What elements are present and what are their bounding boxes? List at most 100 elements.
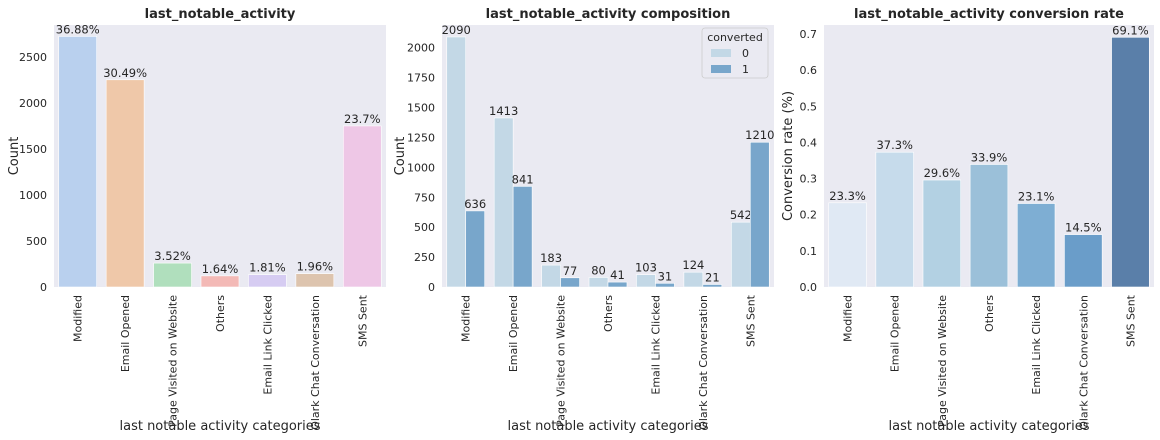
y-tick-label: 0.0 <box>800 281 818 294</box>
chart-panel-2: last_notable_activity composition 0 250 500… <box>393 7 774 434</box>
y-tick-label: 0.4 <box>800 136 818 149</box>
bar-page-visited-on-website <box>153 262 192 288</box>
bar-email-opened <box>875 151 914 288</box>
data-label: 37.3% <box>876 138 913 152</box>
y-axis-label: Count <box>7 137 22 176</box>
y-tick-label: 0.5 <box>800 100 818 113</box>
x-axis-label: last notable activity categories <box>507 419 708 434</box>
bar-modified-converted-0 <box>446 36 467 288</box>
y-axis-label: Conversion rate (%) <box>781 91 796 221</box>
chart-title: last_notable_activity conversion rate <box>854 7 1124 22</box>
x-tick-label-olark-chat-conversation: Olark Chat Conversation <box>309 295 322 430</box>
data-label: 21 <box>705 270 720 284</box>
bar-sms-sent-converted-0 <box>731 221 751 288</box>
y-tick-label: 2000 <box>407 42 435 55</box>
data-label: 41 <box>610 268 625 282</box>
data-label: 14.5% <box>1065 221 1102 235</box>
bar-others <box>969 164 1009 288</box>
y-tick-label: 0 <box>40 281 47 294</box>
bar-email-link-clicked <box>248 274 287 288</box>
bar-email-link-clicked-converted-1 <box>655 282 675 288</box>
x-tick-label-page-visited-on-website: Page Visited on Website <box>167 295 180 427</box>
data-label: 1.96% <box>297 260 334 274</box>
data-label: 23.3% <box>829 189 866 203</box>
x-tick-label-sms-sent: SMS Sent <box>1124 294 1137 347</box>
data-label: 23.7% <box>344 112 381 126</box>
data-label: 36.88% <box>56 22 100 36</box>
data-label: 1210 <box>745 128 774 142</box>
x-tick-label-modified: Modified <box>842 295 855 342</box>
bar-modified-converted-1 <box>465 210 485 288</box>
data-label: 30.49% <box>103 66 147 80</box>
bar-sms-sent <box>343 125 382 288</box>
chart-panel-3: last_notable_activity conversion rate 0.0… <box>781 7 1154 434</box>
legend-label-0: 0 <box>742 47 749 60</box>
x-tick-label-others: Others <box>602 295 615 332</box>
bar-page-visited-on-website-converted-0 <box>541 264 561 288</box>
bar-email-opened-converted-0 <box>493 117 514 288</box>
data-label: 183 <box>540 251 562 265</box>
chart-title: last_notable_activity <box>145 7 296 22</box>
x-tick-label-sms-sent: SMS Sent <box>356 294 369 347</box>
x-tick-label-email-link-clicked: Email Link Clicked <box>1030 295 1043 395</box>
data-label: 841 <box>512 172 534 186</box>
legend-swatch-0 <box>711 49 731 57</box>
data-label: 33.9% <box>971 150 1008 164</box>
chart-title: last_notable_activity composition <box>486 7 731 22</box>
data-label: 80 <box>591 263 606 277</box>
data-label: 2090 <box>442 23 471 37</box>
y-tick-label: 0.7 <box>800 28 818 41</box>
x-axis-label: last notable activity categories <box>119 419 320 434</box>
bar-olark-chat-conversation <box>1064 234 1103 288</box>
plot-area <box>54 25 386 287</box>
y-tick-label: 1500 <box>19 143 47 156</box>
bar-modified <box>58 36 97 288</box>
bar-olark-chat-conversation-converted-0 <box>683 271 704 288</box>
x-tick-label-email-opened: Email Opened <box>889 295 902 372</box>
data-label: 23.1% <box>1018 190 1055 204</box>
data-label: 124 <box>682 258 704 272</box>
x-tick-label-email-link-clicked: Email Link Clicked <box>261 295 274 395</box>
data-label: 77 <box>563 264 578 278</box>
bar-others-converted-0 <box>588 277 609 288</box>
bar-page-visited-on-website-converted-1 <box>560 277 580 288</box>
data-label: 29.6% <box>924 166 961 180</box>
y-tick-label: 2000 <box>19 97 47 110</box>
bar-modified <box>828 202 867 288</box>
x-tick-label-modified: Modified <box>460 295 473 342</box>
y-tick-label: 750 <box>414 191 435 204</box>
x-tick-label-email-opened: Email Opened <box>119 295 132 372</box>
y-tick-label: 0.6 <box>800 64 818 77</box>
data-label: 542 <box>730 208 752 222</box>
data-label: 1413 <box>489 104 518 118</box>
y-axis-label: Count <box>393 137 408 176</box>
y-tick-label: 250 <box>414 251 435 264</box>
y-tick-label: 1250 <box>407 131 435 144</box>
bar-email-opened <box>105 79 145 288</box>
bar-email-link-clicked <box>1016 203 1056 288</box>
y-tick-label: 2500 <box>19 51 47 64</box>
y-tick-label: 0.3 <box>800 173 818 186</box>
y-tick-label: 1500 <box>407 102 435 115</box>
data-label: 3.52% <box>154 249 191 263</box>
y-tick-label: 1000 <box>407 161 435 174</box>
legend-title: converted <box>707 31 763 44</box>
data-label: 103 <box>635 261 657 275</box>
data-label: 636 <box>464 197 486 211</box>
y-tick-label: 500 <box>414 221 435 234</box>
bar-email-link-clicked-converted-0 <box>636 274 656 288</box>
x-tick-label-others: Others <box>983 295 996 332</box>
chart-panel-1: last_notable_activity 0 500 1000 1500 2000 250… <box>7 7 386 434</box>
legend-swatch-1 <box>711 65 731 73</box>
y-tick-label: 1750 <box>407 72 435 85</box>
data-label: 31 <box>658 269 673 283</box>
x-tick-label-olark-chat-conversation: Olark Chat Conversation <box>697 295 710 430</box>
bar-others-converted-1 <box>607 281 628 288</box>
x-axis-label: last notable activity categories <box>888 419 1089 434</box>
y-tick-label: 0.1 <box>800 245 818 258</box>
x-tick-label-page-visited-on-website: Page Visited on Website <box>936 295 949 427</box>
bar-sms-sent <box>1111 36 1150 288</box>
x-tick-label-others: Others <box>214 295 227 332</box>
legend-label-1: 1 <box>742 63 749 76</box>
